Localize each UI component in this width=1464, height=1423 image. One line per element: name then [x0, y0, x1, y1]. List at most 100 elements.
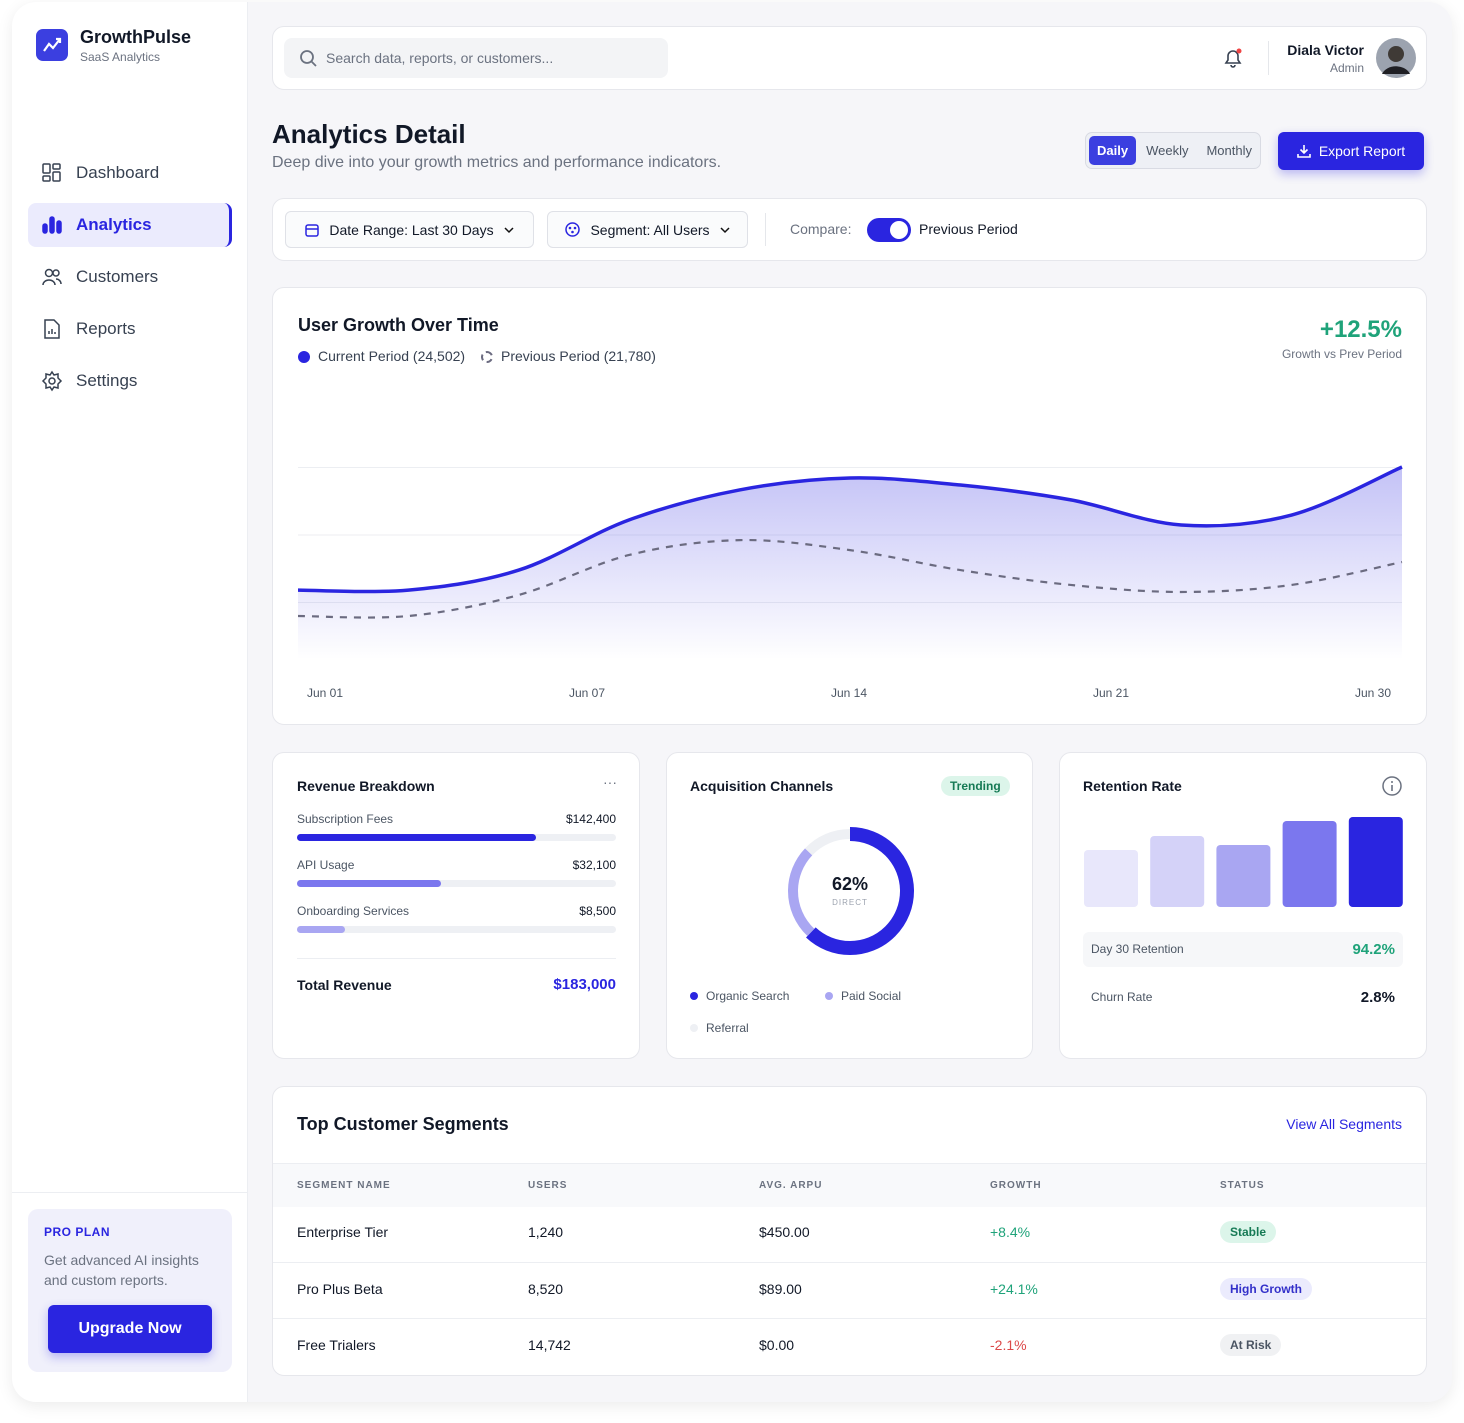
- x-tick-label: Jun 01: [306, 686, 344, 700]
- legend-label: Referral: [706, 1021, 749, 1035]
- date-range-label: Date Range: Last 30 Days: [329, 221, 494, 238]
- revenue-amount: $32,100: [572, 858, 616, 872]
- bar: [1282, 821, 1337, 907]
- chart-title: User Growth Over Time: [298, 315, 499, 335]
- compare-toggle[interactable]: [867, 218, 911, 242]
- nav-label: Reports: [76, 319, 136, 338]
- table-cell: $450.00: [759, 1224, 810, 1240]
- page-title: Analytics Detail: [272, 119, 466, 149]
- revenue-label: Onboarding Services: [297, 904, 410, 918]
- upgrade-button[interactable]: Upgrade Now: [48, 1305, 212, 1353]
- metric-value: 2.8%: [1360, 989, 1395, 1006]
- legend-marker: [298, 351, 310, 363]
- bar: [1348, 817, 1403, 907]
- segment-label: Segment: All Users: [590, 221, 710, 238]
- legend-marker: [825, 992, 833, 1000]
- donut-segment: [788, 829, 912, 953]
- table-cell: 14,742: [528, 1337, 571, 1353]
- status-badge: High Growth: [1220, 1277, 1312, 1300]
- revenue-amount: $8,500: [579, 904, 616, 918]
- legend-label: Previous Period (21,780): [501, 348, 656, 364]
- nav-label: Customers: [76, 267, 159, 286]
- segments-title: Top Customer Segments: [297, 1114, 509, 1134]
- period-option[interactable]: Monthly: [1206, 143, 1252, 158]
- progress-bar: [297, 834, 537, 841]
- column-header: AVG. ARPU: [759, 1180, 823, 1191]
- calendar-icon: [305, 223, 320, 237]
- nav-item[interactable]: Analytics: [28, 203, 232, 247]
- table-cell: $89.00: [759, 1280, 802, 1297]
- revenue-amount: $142,400: [565, 812, 616, 826]
- table-cell: Enterprise Tier: [297, 1224, 389, 1240]
- acquisition-card: [666, 752, 1033, 1059]
- trending-badge: Trending: [941, 776, 1010, 796]
- nav-icon: [28, 267, 76, 287]
- table-header-bg: [273, 1163, 1426, 1207]
- x-tick-label: Jun 07: [568, 686, 606, 700]
- legend-label: Current Period (24,502): [318, 348, 466, 364]
- nav-label: Settings: [76, 371, 138, 390]
- revenue-label: Subscription Fees: [297, 812, 394, 826]
- nav-item[interactable]: Dashboard: [28, 151, 232, 195]
- nav-item[interactable]: Settings: [28, 359, 232, 403]
- donut-segment: [788, 829, 912, 953]
- view-all-link[interactable]: View All Segments: [1286, 1116, 1402, 1132]
- column-header: GROWTH: [990, 1180, 1042, 1191]
- revenue-title: Revenue Breakdown: [297, 778, 435, 794]
- nav-label: Analytics: [76, 215, 152, 234]
- progress-track: [297, 880, 616, 887]
- export-button[interactable]: Export Report: [1278, 132, 1424, 170]
- period-option[interactable]: Weekly: [1146, 143, 1189, 158]
- nav-icon: [28, 215, 76, 235]
- table-cell: +24.1%: [990, 1280, 1038, 1297]
- growth-label: Growth vs Prev Period: [1281, 347, 1402, 361]
- promo-label: PRO PLAN: [44, 1225, 111, 1239]
- compare-value: Previous Period: [919, 221, 1018, 237]
- total-label: Total Revenue: [297, 977, 392, 993]
- segment-icon: [565, 222, 581, 237]
- logo-icon: [36, 29, 68, 61]
- table-cell: +8.4%: [990, 1224, 1031, 1240]
- more-icon[interactable]: ···: [603, 774, 617, 790]
- nav-label: Dashboard: [76, 163, 160, 182]
- info-icon[interactable]: [1382, 776, 1402, 796]
- period-toggle: Daily Weekly Monthly: [1085, 132, 1261, 169]
- download-icon: [1297, 145, 1311, 158]
- progress-bar: [297, 926, 345, 933]
- page-subtitle: Deep dive into your growth metrics and p…: [272, 154, 722, 171]
- progress-bar: [297, 880, 441, 887]
- retention-row-bg: [1083, 932, 1403, 967]
- bar: [1084, 850, 1138, 907]
- legend-marker: [690, 992, 698, 1000]
- table-cell: 1,240: [528, 1224, 564, 1240]
- user-name: Diala Victor: [1287, 42, 1364, 58]
- export-label: Export Report: [1318, 143, 1406, 159]
- row-divider: [273, 1318, 1426, 1319]
- chevron: [720, 226, 730, 233]
- retention-bars: [1084, 817, 1403, 907]
- search-box[interactable]: [284, 38, 668, 78]
- legend-marker: [481, 351, 493, 363]
- total-value: $183,000: [553, 976, 616, 993]
- legend-label: Organic Search: [706, 989, 790, 1003]
- brand-name: GrowthPulse: [80, 27, 192, 47]
- period-option[interactable]: Daily: [1089, 136, 1137, 165]
- donut: [786, 827, 914, 955]
- nav-item[interactable]: Reports: [28, 307, 232, 351]
- segment-button[interactable]: Segment: All Users: [547, 211, 748, 248]
- promo-text: Get advanced AI insights and custom repo…: [44, 1252, 199, 1288]
- donut-center-value: 62%: [831, 874, 869, 894]
- legend-marker: [690, 1024, 698, 1032]
- avatar[interactable]: [1376, 38, 1416, 78]
- nav-item[interactable]: Customers: [28, 255, 232, 299]
- revenue-card: [272, 752, 640, 1059]
- compare-label: Compare:: [790, 221, 852, 237]
- search-icon: [300, 50, 317, 67]
- x-tick-label: Jun 30: [1354, 686, 1392, 700]
- donut-center-label: DIRECT: [832, 898, 868, 907]
- metric-label: Churn Rate: [1091, 990, 1153, 1004]
- column-header: SEGMENT NAME: [297, 1180, 391, 1191]
- date-range-button[interactable]: Date Range: Last 30 Days: [285, 211, 534, 248]
- bell-icon[interactable]: [1222, 47, 1244, 69]
- revenue-label: API Usage: [297, 858, 355, 872]
